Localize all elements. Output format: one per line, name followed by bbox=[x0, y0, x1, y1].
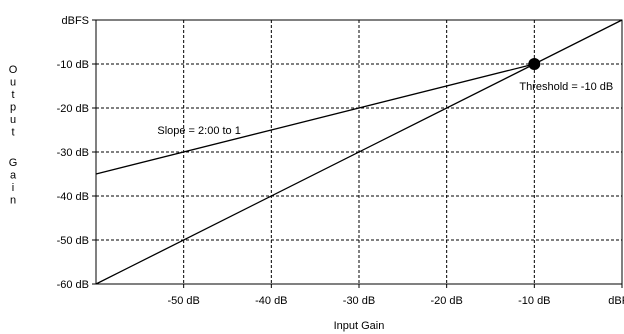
y-axis-title-char: i bbox=[12, 182, 14, 194]
x-tick-label: -20 dB bbox=[430, 295, 462, 307]
y-axis-title-char: a bbox=[10, 170, 17, 182]
y-tick-label: -10 dB bbox=[57, 59, 89, 71]
y-axis-title-char: O bbox=[9, 64, 18, 76]
x-tick-label: -50 dB bbox=[167, 295, 199, 307]
y-axis-title-char: u bbox=[10, 77, 16, 89]
y-axis-title-char: p bbox=[10, 102, 16, 114]
x-tick-label: dBFS bbox=[608, 295, 624, 307]
y-tick-label: dBFS bbox=[61, 15, 89, 27]
y-axis-title-char: G bbox=[9, 157, 18, 169]
y-axis-title-char: u bbox=[10, 114, 16, 126]
y-axis-title-char: t bbox=[11, 89, 14, 101]
x-tick-labels: -50 dB -40 dB -30 dB -20 dB -10 dB dBFS bbox=[167, 284, 624, 307]
y-tick-label: -60 dB bbox=[57, 279, 89, 291]
threshold-point bbox=[528, 58, 541, 70]
threshold-annotation: Threshold = -10 dB bbox=[519, 81, 613, 93]
y-axis-title-char: t bbox=[11, 127, 14, 139]
y-tick-label: -50 dB bbox=[57, 235, 89, 247]
compression-line bbox=[95, 63, 535, 175]
x-axis-title: Input Gain bbox=[334, 320, 385, 332]
y-tick-label: -40 dB bbox=[57, 191, 89, 203]
y-tick-label: -20 dB bbox=[57, 103, 89, 115]
y-tick-label: -30 dB bbox=[57, 147, 89, 159]
x-tick-label: -10 dB bbox=[518, 295, 550, 307]
series-group bbox=[95, 19, 623, 285]
y-tick-labels: dBFS -10 dB -20 dB -30 dB -40 dB -50 dB -60 dB bbox=[57, 15, 96, 291]
y-axis-title-char: n bbox=[10, 195, 16, 207]
slope-annotation: Slope = 2:00 to 1 bbox=[157, 125, 240, 137]
x-tick-label: -40 dB bbox=[255, 295, 287, 307]
x-tick-label: -30 dB bbox=[343, 295, 375, 307]
